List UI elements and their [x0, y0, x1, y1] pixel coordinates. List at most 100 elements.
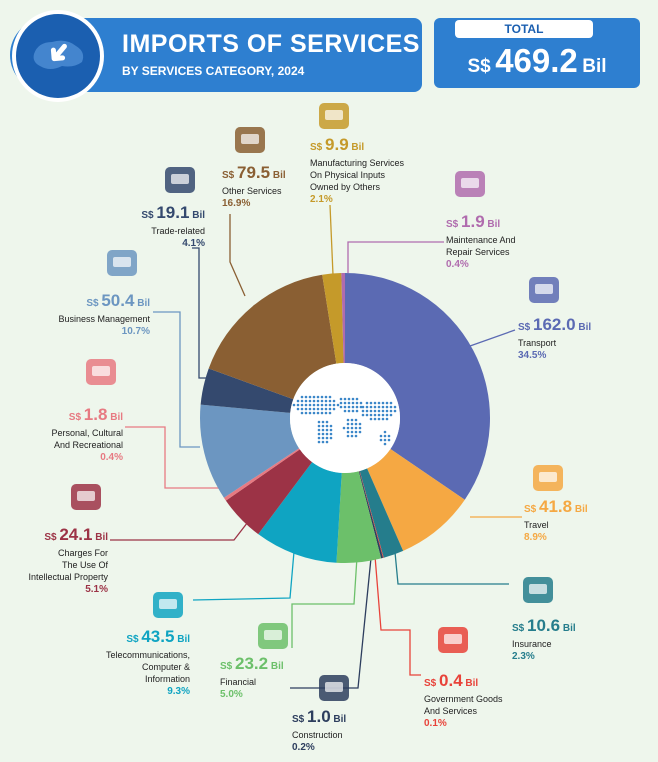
- suitcase-icon: [533, 465, 563, 491]
- leader-line: [153, 311, 200, 448]
- briefcase-icon: [107, 250, 137, 276]
- category-percent: 10.7%: [121, 326, 150, 337]
- donut-slice: [367, 448, 465, 551]
- shop-traders-icon: [165, 167, 195, 193]
- category-value: S$ 1.8 Bil: [51, 406, 123, 427]
- leader-line: [374, 555, 421, 676]
- category-label: S$ 79.5 Bil Other Services 16.9%: [222, 164, 286, 210]
- category-number: 23.2: [235, 654, 269, 673]
- category-unit: Bil: [348, 142, 365, 153]
- category-unit: Bil: [134, 298, 150, 309]
- donut-slice: [341, 273, 345, 364]
- category-number: 43.5: [141, 627, 175, 646]
- category-currency: S$: [86, 298, 102, 309]
- category-percent: 34.5%: [518, 350, 547, 361]
- donut-slice: [225, 449, 313, 535]
- donut-slice: [358, 471, 383, 559]
- category-label: S$ 43.5 Bil Telecommunications, Computer …: [106, 628, 190, 698]
- category-name: Manufacturing Services On Physical Input…: [310, 158, 405, 192]
- category-label: S$ 1.9 Bil Maintenance And Repair Service…: [446, 213, 516, 271]
- page-subtitle: BY SERVICES CATEGORY, 2024: [122, 64, 305, 78]
- category-unit: Bil: [189, 210, 205, 221]
- open-box-globe-icon: [235, 127, 265, 153]
- category-label: S$ 19.1 Bil Trade-related 4.1%: [141, 204, 205, 250]
- leader-line: [291, 556, 358, 648]
- category-percent: 0.4%: [446, 259, 469, 270]
- category-name: Government Goods And Services: [424, 694, 503, 716]
- category-percent: 5.1%: [85, 584, 108, 595]
- category-percent: 9.3%: [167, 686, 190, 697]
- category-unit: Bil: [107, 412, 123, 423]
- category-currency: S$: [126, 634, 142, 645]
- category-name: Travel: [524, 520, 549, 530]
- category-unit: Bil: [268, 661, 284, 672]
- government-building-icon: [438, 627, 468, 653]
- category-percent: 0.4%: [100, 452, 123, 463]
- category-percent: 8.9%: [524, 532, 547, 543]
- category-name: Construction: [292, 730, 343, 740]
- category-value: S$ 162.0 Bil: [518, 316, 591, 337]
- category-label: S$ 24.1 Bil Charges For The Use Of Intell…: [28, 526, 108, 596]
- lightbulb-idea-icon: [71, 484, 101, 510]
- leader-line: [347, 241, 444, 273]
- category-currency: S$: [44, 532, 60, 543]
- category-name: Transport: [518, 338, 557, 348]
- parcel-box-icon: [319, 103, 349, 129]
- category-unit: Bil: [575, 322, 592, 333]
- category-unit: Bil: [572, 504, 588, 515]
- category-unit: Bil: [330, 714, 347, 725]
- category-value: S$ 43.5 Bil: [106, 628, 190, 649]
- total-label: TOTAL: [455, 20, 593, 38]
- category-label: S$ 41.8 Bil Travel 8.9%: [524, 498, 588, 544]
- category-name: Personal, Cultural And Recreational: [51, 428, 123, 450]
- category-percent: 0.2%: [292, 742, 315, 753]
- leader-line: [469, 329, 516, 347]
- category-number: 10.6: [527, 616, 561, 635]
- category-percent: 16.9%: [222, 198, 251, 209]
- leader-line: [290, 557, 372, 689]
- category-currency: S$: [446, 219, 462, 230]
- category-label: S$ 162.0 Bil Transport 34.5%: [518, 316, 591, 362]
- category-percent: 2.3%: [512, 651, 535, 662]
- category-currency: S$: [292, 714, 308, 725]
- category-value: S$ 24.1 Bil: [28, 526, 108, 547]
- theatre-music-icon: [86, 359, 116, 385]
- category-name: Telecommunications, Computer & Informati…: [105, 650, 190, 684]
- category-value: S$ 41.8 Bil: [524, 498, 588, 519]
- total-unit: Bil: [582, 56, 607, 77]
- donut-slice: [199, 404, 300, 498]
- category-value: S$ 1.9 Bil: [446, 213, 516, 234]
- category-currency: S$: [518, 322, 534, 333]
- category-number: 1.9: [461, 212, 485, 231]
- singapore-map-icon: [12, 10, 104, 102]
- category-label: S$ 0.4 Bil Government Goods And Services 0…: [424, 672, 503, 730]
- leader-line: [229, 214, 246, 297]
- category-number: 24.1: [59, 525, 93, 544]
- category-label: S$ 50.4 Bil Business Management 10.7%: [58, 292, 150, 338]
- category-number: 50.4: [101, 291, 135, 310]
- donut-slice: [322, 273, 344, 364]
- category-unit: Bil: [174, 634, 190, 645]
- category-currency: S$: [220, 661, 236, 672]
- leader-line: [329, 204, 334, 276]
- category-unit: Bil: [560, 623, 576, 634]
- category-label: S$ 1.8 Bil Personal, Cultural And Recreat…: [51, 406, 123, 464]
- road-barrier-icon: [319, 675, 349, 701]
- category-label: S$ 10.6 Bil Insurance 2.3%: [512, 617, 576, 663]
- category-number: 79.5: [237, 163, 271, 182]
- category-unit: Bil: [462, 678, 479, 689]
- leader-line: [192, 539, 296, 601]
- computer-antenna-icon: [153, 592, 183, 618]
- donut-slice: [359, 468, 404, 558]
- category-name: Maintenance And Repair Services: [446, 235, 516, 257]
- category-unit: Bil: [92, 532, 108, 543]
- donut-slice: [223, 448, 300, 501]
- leader-line: [110, 517, 252, 541]
- category-value: S$ 79.5 Bil: [222, 164, 286, 185]
- category-unit: Bil: [270, 170, 286, 181]
- category-currency: S$: [68, 412, 84, 423]
- category-percent: 0.1%: [424, 718, 447, 729]
- leader-line: [394, 551, 509, 585]
